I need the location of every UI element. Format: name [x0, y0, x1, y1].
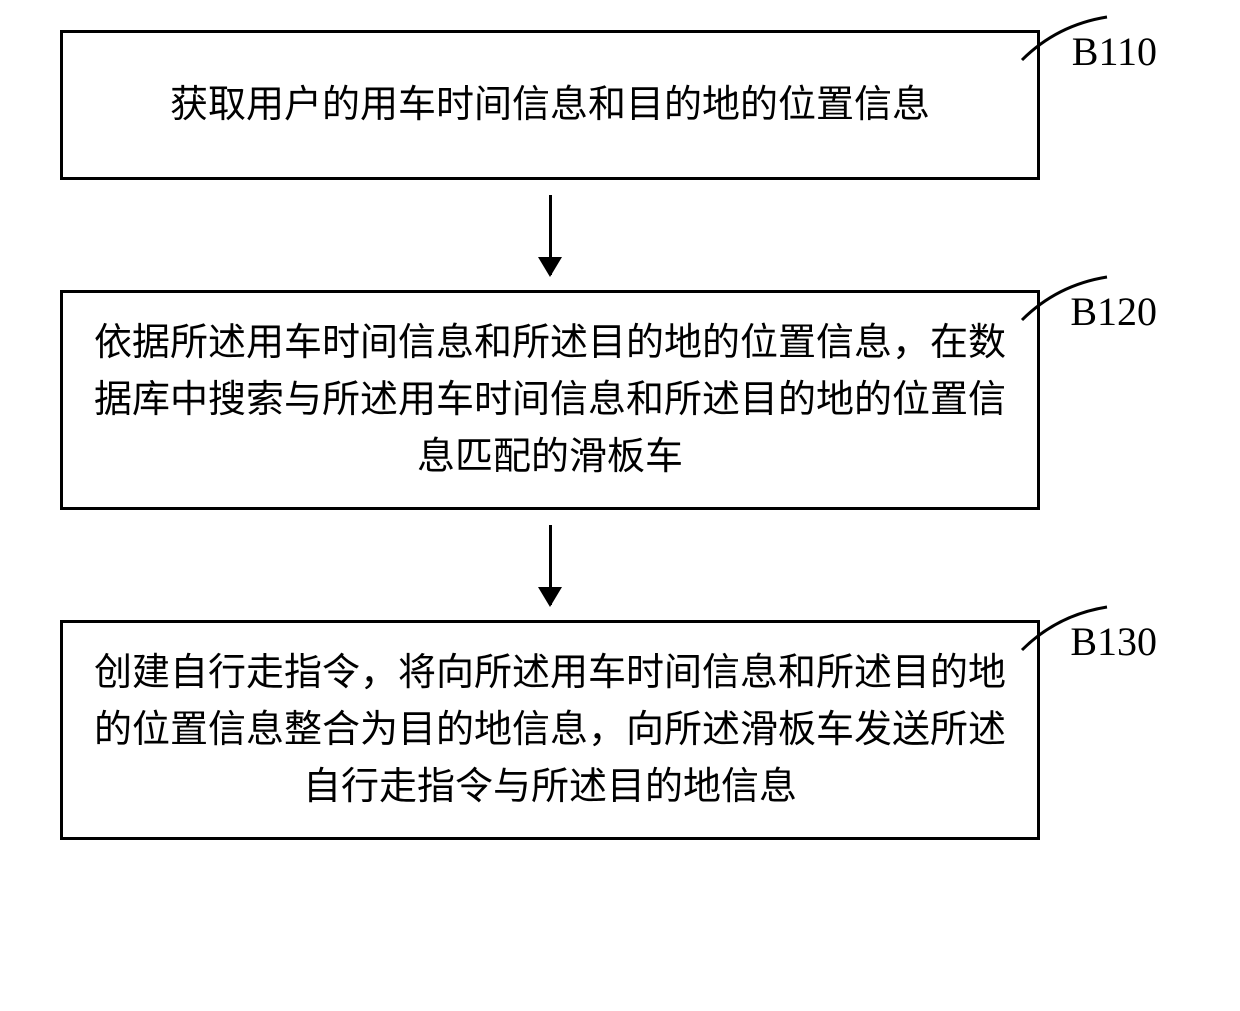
node-text: 获取用户的用车时间信息和目的地的位置信息 — [170, 77, 930, 134]
flowchart-node-b130: 创建自行走指令，将向所述用车时间信息和所述目的地的位置信息整合为目的地信息，向所… — [60, 620, 1040, 840]
node-text: 创建自行走指令，将向所述用车时间信息和所述目的地的位置信息整合为目的地信息，向所… — [93, 645, 1007, 816]
node-text: 依据所述用车时间信息和所述目的地的位置信息，在数据库中搜索与所述用车时间信息和所… — [93, 315, 1007, 486]
arrow-line — [549, 525, 552, 605]
node-label-b110: B110 — [1072, 28, 1157, 75]
arrow-head — [538, 257, 562, 277]
flowchart-container: 获取用户的用车时间信息和目的地的位置信息 B110 依据所述用车时间信息和所述目… — [60, 30, 1180, 840]
arrow-1 — [60, 180, 1040, 290]
node-label-b130: B130 — [1070, 618, 1157, 665]
arrow-line — [549, 195, 552, 275]
arrow-2 — [60, 510, 1040, 620]
node-label-b120: B120 — [1070, 288, 1157, 335]
arrow-head — [538, 587, 562, 607]
flowchart-node-b120: 依据所述用车时间信息和所述目的地的位置信息，在数据库中搜索与所述用车时间信息和所… — [60, 290, 1040, 510]
flowchart-node-b110: 获取用户的用车时间信息和目的地的位置信息 B110 — [60, 30, 1040, 180]
